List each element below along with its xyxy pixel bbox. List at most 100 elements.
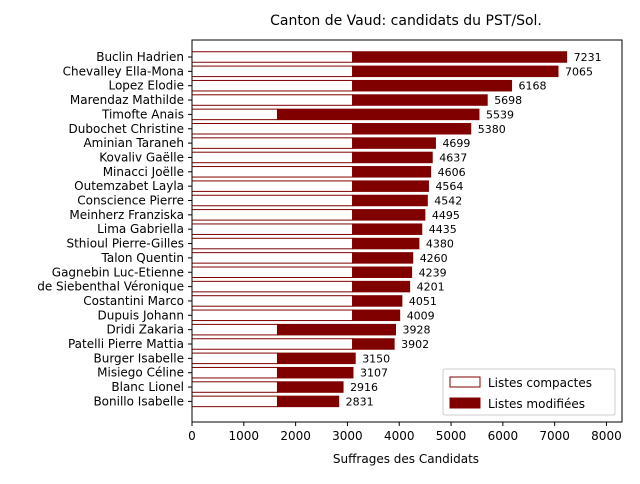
bar-listes-compactes <box>191 180 354 192</box>
bar-listes-modifiees <box>276 352 356 365</box>
y-tick-label: Aminian Taraneh <box>83 136 184 150</box>
value-label: 4699 <box>442 137 470 150</box>
y-tick-label: Minacci Joëlle <box>103 165 184 179</box>
bar-listes-compactes <box>191 51 354 63</box>
value-label: 3107 <box>360 367 388 380</box>
y-tick-label: Conscience Pierre <box>77 194 184 208</box>
value-label: 4637 <box>439 151 467 164</box>
value-label: 2831 <box>346 395 374 408</box>
bar-listes-compactes <box>191 266 354 278</box>
x-tick-label: 2000 <box>280 429 311 443</box>
x-tick-label: 4000 <box>384 429 415 443</box>
plot-frame <box>191 39 623 423</box>
x-tick-label: 3000 <box>332 429 363 443</box>
bar-listes-modifiees <box>352 65 559 78</box>
value-label: 3150 <box>362 352 390 365</box>
y-tick-label: Outemzabet Layla <box>74 179 184 193</box>
x-axis-label: Suffrages des Candidats <box>333 452 479 466</box>
y-tick-label: Lima Gabriella <box>97 222 184 236</box>
y-tick-label: Buclin Hadrien <box>96 50 184 64</box>
bar-listes-modifiees <box>352 295 403 307</box>
y-tick-label: Timofte Anais <box>101 107 184 121</box>
bar-listes-compactes <box>191 209 354 221</box>
bar-listes-compactes <box>191 366 278 379</box>
y-tick-label: Blanc Lionel <box>111 380 184 394</box>
bar-listes-modifiees <box>352 237 420 250</box>
bar-listes-compactes <box>191 280 354 293</box>
bar-listes-compactes <box>191 323 278 336</box>
y-tick-label: Marendaz Mathilde <box>70 93 184 107</box>
bar-listes-compactes <box>191 395 278 408</box>
y-tick-label: Chevalley Ella-Mona <box>63 64 184 78</box>
legend-label-listes-modifiees: Listes modifiées <box>488 397 585 411</box>
y-tick-label: Dubochet Christine <box>69 122 184 136</box>
y-tick-label: Patelli Pierre Mattia <box>68 337 184 351</box>
bar-listes-modifiees <box>276 108 480 121</box>
bar-listes-modifiees <box>276 395 340 408</box>
bar-listes-modifiees <box>352 94 488 106</box>
bar-listes-compactes <box>191 137 354 149</box>
value-label: 4435 <box>429 223 457 236</box>
value-label: 5698 <box>494 94 522 107</box>
y-tick-label: Burger Isabelle <box>93 351 184 365</box>
y-tick-label: Lopez Elodie <box>108 79 184 93</box>
bar-listes-modifiees <box>276 381 344 393</box>
y-tick-label: Kovaliv Gaëlle <box>99 150 184 164</box>
value-label: 4380 <box>426 238 454 251</box>
bar-listes-modifiees <box>276 366 354 379</box>
value-label: 4542 <box>434 195 462 208</box>
bar-listes-compactes <box>191 295 354 307</box>
bar-listes-modifiees <box>276 323 396 336</box>
bar-listes-modifiees <box>352 194 428 207</box>
y-tick-label: Dupuis Johann <box>97 308 184 322</box>
x-tick-label: 8000 <box>591 429 622 443</box>
bar-listes-modifiees <box>352 338 395 350</box>
bar-listes-compactes <box>191 338 354 350</box>
y-tick-label: Talon Quentin <box>101 251 184 265</box>
value-label: 3928 <box>402 324 430 337</box>
bar-listes-modifiees <box>352 252 414 264</box>
legend-box <box>442 368 616 416</box>
value-label: 6168 <box>519 80 547 93</box>
bar-listes-modifiees <box>352 309 401 322</box>
value-label: 7231 <box>574 51 602 64</box>
bar-listes-compactes <box>191 166 354 178</box>
chart-title: Canton de Vaud: candidats du PST/Sol. <box>270 13 542 29</box>
bar-listes-modifiees <box>352 123 472 135</box>
bar-listes-modifiees <box>352 209 426 221</box>
bar-listes-compactes <box>191 237 354 250</box>
value-label: 5380 <box>478 123 506 136</box>
value-label: 2916 <box>350 381 378 394</box>
y-tick-label: de Siebenthal Véronique <box>37 280 184 294</box>
bar-listes-compactes <box>191 352 278 365</box>
bar-listes-compactes <box>191 79 354 92</box>
bar-listes-compactes <box>191 123 354 135</box>
legend-label-listes-compactes: Listes compactes <box>488 376 592 390</box>
value-label: 4495 <box>432 209 460 222</box>
bar-listes-compactes <box>191 252 354 264</box>
bar-listes-compactes <box>191 194 354 207</box>
bar-listes-compactes <box>191 151 354 164</box>
x-tick-label: 5000 <box>436 429 467 443</box>
y-tick-label: Bonillo Isabelle <box>93 394 184 408</box>
value-label: 4051 <box>409 295 437 308</box>
value-label: 4201 <box>417 281 445 294</box>
x-tick-label: 7000 <box>539 429 570 443</box>
bar-listes-modifiees <box>352 137 436 149</box>
x-axis: 0 1000 2000 3000 4000 5000 6000 7000 8000 <box>188 422 622 443</box>
legend-swatch-listes-modifiees <box>449 397 481 409</box>
y-tick-label: Meinherz Franziska <box>69 208 184 222</box>
value-label: 4260 <box>420 252 448 265</box>
bar-listes-modifiees <box>352 266 413 278</box>
x-tick-label: 0 <box>188 429 196 443</box>
y-tick-label: Gagnebin Luc-Etienne <box>52 265 184 279</box>
y-tick-label: Dridi Zakaria <box>106 323 184 337</box>
bar-listes-compactes <box>191 381 278 393</box>
y-tick-label: Sthioul Pierre-Gilles <box>66 237 184 251</box>
bar-listes-modifiees <box>352 166 432 178</box>
bar-listes-modifiees <box>352 51 568 63</box>
bars-layer <box>191 51 568 408</box>
